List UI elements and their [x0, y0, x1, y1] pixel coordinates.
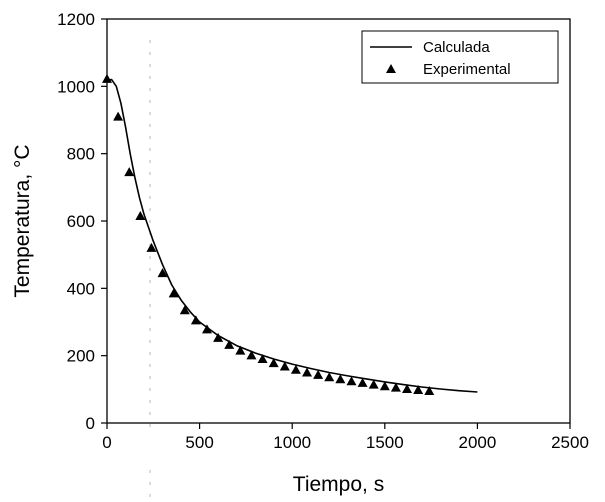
- experimental-point-19: [313, 369, 324, 379]
- experimental-point-20: [324, 372, 335, 382]
- experimental-point-25: [379, 381, 390, 391]
- y-tick-label-200: 200: [67, 347, 95, 366]
- experimental-point-12: [235, 345, 246, 355]
- y-tick-label-0: 0: [86, 414, 95, 433]
- y-tick-label-1000: 1000: [57, 77, 95, 96]
- x-tick-label-2000: 2000: [458, 433, 496, 452]
- x-tick-label-1500: 1500: [366, 433, 404, 452]
- experimental-point-14: [257, 354, 268, 364]
- series-layer: [102, 73, 478, 396]
- experimental-point-11: [224, 339, 235, 349]
- experimental-point-23: [357, 377, 368, 387]
- experimental-point-1: [113, 111, 124, 121]
- x-tick-label-1000: 1000: [273, 433, 311, 452]
- legend-label-experimental: Experimental: [423, 61, 511, 78]
- x-tick-label-500: 500: [185, 433, 213, 452]
- experimental-point-28: [413, 385, 424, 395]
- experimental-point-27: [402, 383, 413, 393]
- experimental-point-21: [335, 374, 346, 384]
- legend-box: [361, 30, 559, 84]
- legend-label-calculada: Calculada: [423, 39, 490, 56]
- experimental-point-7: [179, 305, 190, 315]
- y-axis: 0 200 400 600 800 1000 1200: [57, 10, 107, 433]
- experimental-point-15: [268, 358, 279, 368]
- experimental-point-8: [190, 315, 201, 325]
- experimental-point-0: [102, 73, 112, 83]
- y-tick-label-800: 800: [67, 145, 95, 164]
- experimental-point-22: [346, 376, 357, 386]
- y-tick-label-600: 600: [67, 212, 95, 231]
- experimental-point-17: [290, 364, 301, 374]
- x-axis: 0 500 1000 1500 2000 2500: [102, 423, 589, 452]
- experimental-point-13: [246, 350, 257, 360]
- x-axis-title: Tiempo, s: [293, 473, 384, 496]
- experimental-point-26: [390, 382, 401, 392]
- experimental-point-6: [168, 288, 179, 298]
- experimental-point-4: [146, 242, 157, 252]
- legend: Calculada Experimental: [361, 30, 559, 84]
- experimental-point-16: [279, 361, 290, 371]
- y-tick-label-1200: 1200: [57, 10, 95, 29]
- y-axis-title: Temperatura, °C: [11, 144, 34, 297]
- legend-triangle-symbol: [386, 64, 396, 73]
- y-tick-label-400: 400: [67, 279, 95, 298]
- experimental-point-3: [135, 210, 146, 220]
- experimental-point-29: [424, 386, 435, 396]
- experimental-point-5: [157, 268, 168, 278]
- series-line-calculada: [106, 78, 478, 393]
- experimental-point-24: [368, 379, 379, 389]
- experimental-point-9: [202, 324, 213, 334]
- experimental-point-18: [302, 367, 313, 377]
- experimental-point-2: [124, 167, 135, 177]
- x-tick-label-0: 0: [102, 433, 111, 452]
- experimental-point-10: [213, 332, 224, 342]
- x-tick-label-2500: 2500: [551, 433, 589, 452]
